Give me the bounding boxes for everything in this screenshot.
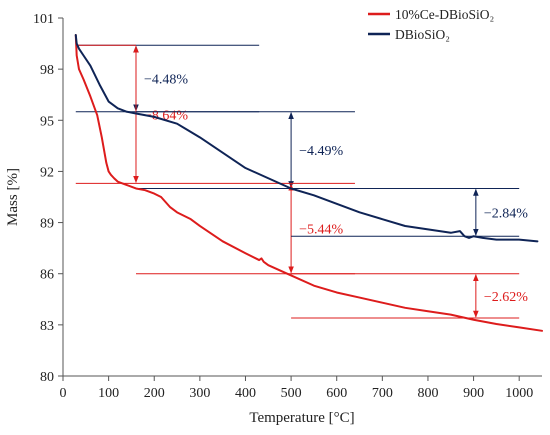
y-tick-label: 92: [40, 165, 54, 180]
x-tick-label: 800: [417, 386, 438, 401]
y-tick-label: 80: [40, 370, 54, 385]
x-tick-label: 500: [281, 386, 302, 401]
x-tick-label: 600: [326, 386, 347, 401]
y-tick-label: 83: [40, 319, 54, 334]
legend: 10%Ce-DBioSiO₂ DBioSiO₂: [368, 7, 494, 42]
x-tick-label: 400: [235, 386, 256, 401]
x-tick-label: 100: [98, 386, 119, 401]
axes-layer: [62, 18, 542, 377]
series-line: [74, 34, 539, 243]
legend-label: 10%Ce-DBioSiO₂: [395, 7, 494, 22]
x-tick-label: 900: [463, 386, 484, 401]
y-tick-label: 98: [40, 63, 54, 78]
annotation-layer: −4.48%−8.64%−4.49%−5.44%−2.84%−2.62%: [75, 44, 528, 319]
annotation-label: −4.48%: [144, 73, 188, 88]
annotation-label: −4.49%: [299, 144, 343, 159]
legend-label: DBioSiO₂: [395, 27, 450, 42]
x-tick-label: 1000: [505, 386, 533, 401]
x-tick-label: 0: [60, 386, 67, 401]
series-line: [74, 34, 543, 332]
tick-layer: 0 100 200 300 400 500 600 700 800 900 1000 80 83 86 89…: [33, 12, 533, 401]
y-axis-title: Mass [%]: [5, 168, 21, 226]
x-tick-label: 300: [189, 386, 210, 401]
y-tick-label: 101: [33, 12, 54, 27]
annotation-label: −2.62%: [484, 290, 528, 305]
x-axis-title: Temperature [°C]: [249, 410, 354, 426]
series-layer: [74, 34, 543, 332]
y-tick-label: 86: [40, 268, 54, 283]
annotation-label: −5.44%: [299, 223, 343, 238]
x-tick-label: 200: [144, 386, 165, 401]
y-tick-label: 89: [40, 217, 54, 232]
y-tick-label: 95: [40, 114, 54, 129]
annotation-label: −2.84%: [484, 206, 528, 221]
x-tick-label: 700: [372, 386, 393, 401]
